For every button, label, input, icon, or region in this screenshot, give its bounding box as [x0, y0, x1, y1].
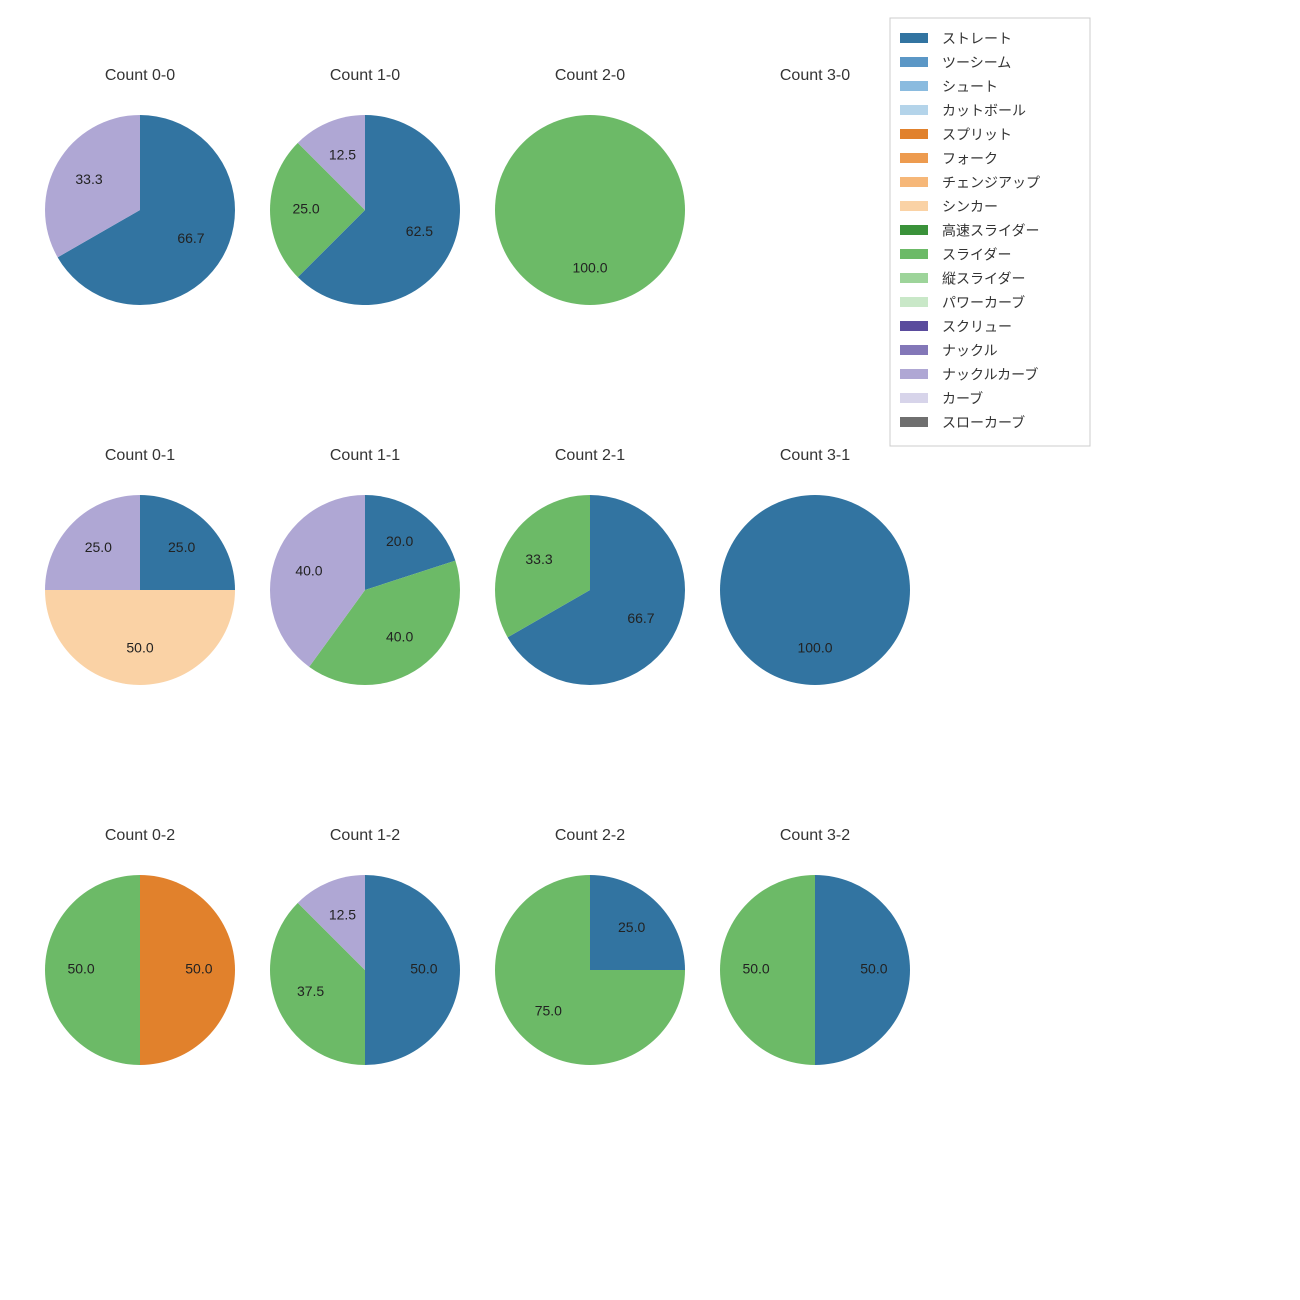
- chart-title: Count 3-0: [780, 67, 850, 84]
- slice-label: 25.0: [618, 919, 645, 935]
- legend-label: ツーシーム: [942, 55, 1011, 71]
- pie-chart: Count 2-1 66.7 33.3: [495, 447, 685, 685]
- legend-swatch: [900, 345, 928, 355]
- slice-label: 62.5: [406, 223, 433, 239]
- legend-swatch: [900, 369, 928, 379]
- slice-label: 50.0: [67, 961, 94, 977]
- legend-label: ナックル: [942, 343, 998, 359]
- legend-label: 縦スライダー: [942, 271, 1025, 287]
- slice-label: 66.7: [177, 230, 204, 246]
- pie-chart: Count 1-1 20.0 40.0 40.0: [270, 447, 460, 685]
- legend-label: ナックルカーブ: [942, 367, 1038, 383]
- pie-chart: Count 0-0 66.7 33.3: [45, 67, 235, 305]
- legend-label: シュート: [942, 79, 998, 95]
- legend-label: 高速スライダー: [942, 223, 1039, 239]
- legend-swatch: [900, 273, 928, 283]
- slice-label: 12.5: [329, 146, 356, 162]
- slice-label: 25.0: [85, 539, 112, 555]
- slice-label: 50.0: [410, 961, 437, 977]
- legend-label: カーブ: [942, 391, 983, 407]
- legend-swatch: [900, 57, 928, 67]
- chart-title: Count 2-2: [555, 827, 625, 844]
- legend-swatch: [900, 393, 928, 403]
- legend-swatch: [900, 105, 928, 115]
- pie-slice: [720, 495, 910, 685]
- legend-label: フォーク: [942, 151, 998, 167]
- legend-swatch: [900, 177, 928, 187]
- chart-title: Count 2-1: [555, 447, 625, 464]
- chart-title: Count 0-1: [105, 447, 175, 464]
- legend-label: カットボール: [942, 103, 1026, 119]
- legend-swatch: [900, 81, 928, 91]
- legend-swatch: [900, 129, 928, 139]
- chart-title: Count 0-0: [105, 67, 175, 84]
- chart-title: Count 1-2: [330, 827, 400, 844]
- slice-label: 20.0: [386, 533, 413, 549]
- legend-label: ストレート: [942, 31, 1012, 47]
- slice-label: 50.0: [185, 961, 212, 977]
- pie-chart: Count 2-0 100.0: [495, 67, 685, 305]
- legend-label: シンカー: [942, 199, 998, 215]
- pie-chart: Count 3-0: [780, 67, 850, 84]
- chart-canvas: Count 0-066.733.3Count 1-062.525.012.5Co…: [0, 0, 1300, 1300]
- legend: ストレートツーシームシュートカットボールスプリットフォークチェンジアップシンカー…: [890, 18, 1090, 446]
- slice-label: 25.0: [168, 539, 195, 555]
- legend-swatch: [900, 297, 928, 307]
- legend-label: スプリット: [942, 127, 1012, 143]
- slice-label: 40.0: [386, 628, 413, 644]
- legend-swatch: [900, 225, 928, 235]
- slice-label: 12.5: [329, 906, 356, 922]
- pie-chart: Count 1-2 50.0 37.5 12.5: [270, 827, 460, 1065]
- slice-label: 100.0: [572, 260, 607, 276]
- legend-swatch: [900, 33, 928, 43]
- slice-label: 37.5: [297, 983, 324, 999]
- legend-swatch: [900, 321, 928, 331]
- legend-label: パワーカーブ: [942, 295, 1025, 311]
- pie-chart: Count 3-1 100.0: [720, 447, 910, 685]
- pie-chart: Count 3-2 50.0 50.0: [720, 827, 910, 1065]
- legend-swatch: [900, 249, 928, 259]
- slice-label: 100.0: [797, 640, 832, 656]
- legend-swatch: [900, 153, 928, 163]
- pie-chart: Count 0-1 25.0 50.0 25.0: [45, 447, 235, 685]
- slice-label: 33.3: [75, 171, 102, 187]
- legend-label: チェンジアップ: [942, 175, 1040, 191]
- chart-title: Count 1-1: [330, 447, 400, 464]
- legend-label: スクリュー: [942, 319, 1012, 335]
- slice-label: 33.3: [525, 551, 552, 567]
- pie-slice: [495, 115, 685, 305]
- pie-chart: Count 0-2 50.0 50.0: [45, 827, 235, 1065]
- slice-label: 50.0: [126, 640, 153, 656]
- slice-label: 75.0: [535, 1002, 562, 1018]
- pie-slice: [45, 590, 235, 685]
- chart-title: Count 3-1: [780, 447, 850, 464]
- pie-chart: Count 1-0 62.5 25.0 12.5: [270, 67, 460, 305]
- legend-label: スライダー: [942, 247, 1011, 263]
- slice-label: 25.0: [292, 201, 319, 217]
- slice-label: 50.0: [860, 961, 887, 977]
- chart-title: Count 2-0: [555, 67, 625, 84]
- slice-label: 50.0: [742, 961, 769, 977]
- slice-label: 66.7: [627, 610, 654, 626]
- legend-swatch: [900, 417, 928, 427]
- chart-title: Count 3-2: [780, 827, 850, 844]
- pie-chart: Count 2-2 25.0 75.0: [495, 827, 685, 1065]
- legend-label: スローカーブ: [942, 415, 1025, 431]
- slice-label: 40.0: [295, 563, 322, 579]
- legend-swatch: [900, 201, 928, 211]
- chart-title: Count 0-2: [105, 827, 175, 844]
- chart-title: Count 1-0: [330, 67, 400, 84]
